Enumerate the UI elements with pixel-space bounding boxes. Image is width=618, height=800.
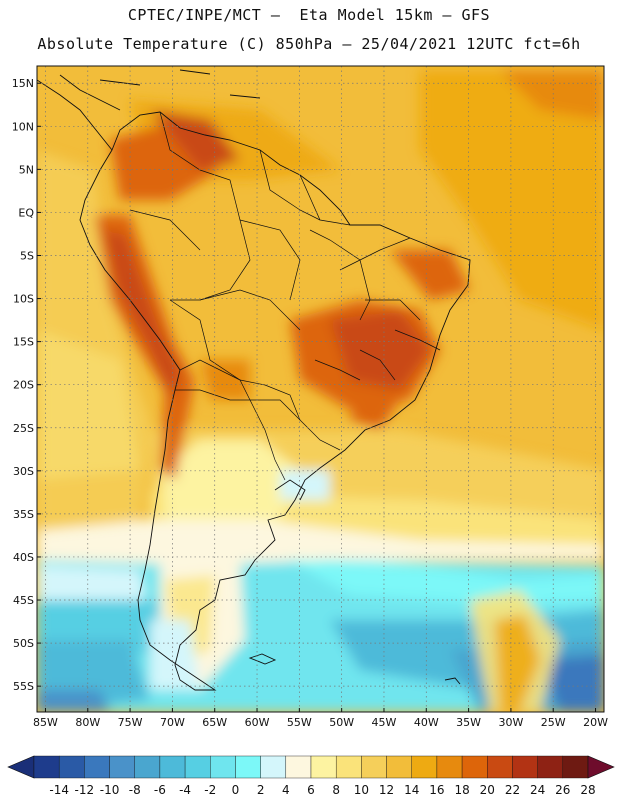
- lat-tick-label: 50S: [13, 637, 34, 650]
- colorbar-swatch: [436, 755, 463, 779]
- colorbar-swatch: [361, 755, 387, 779]
- colorbar-tick-label: 8: [332, 783, 340, 797]
- lon-tick-label: 55W: [287, 716, 312, 729]
- lon-tick-label: 30W: [498, 716, 523, 729]
- colorbar-swatch: [487, 755, 513, 779]
- colorbar-tick-label: 14: [404, 783, 419, 797]
- colorbar-swatch: [512, 755, 538, 779]
- colorbar-tick-label: 2: [257, 783, 265, 797]
- colorbar-swatch: [210, 755, 236, 779]
- colorbar-swatch: [33, 755, 60, 779]
- colorbar-tick-label: 20: [480, 783, 495, 797]
- lat-tick-label: 20S: [13, 379, 34, 392]
- colorbar-tick-label: 6: [307, 783, 315, 797]
- colorbar-swatch: [386, 755, 412, 779]
- colorbar-tick-label: 28: [580, 783, 595, 797]
- map-frame: [36, 65, 605, 713]
- colorbar: -14 -12 -10 -8 -6 -4 -2 0 2 4 6 8 10 12 14 16 18 20 22 24 26…: [7, 755, 615, 797]
- colorbar-tick-label: 18: [454, 783, 469, 797]
- lat-tick-label: 15S: [13, 336, 34, 349]
- national-borders: [129, 111, 441, 481]
- lat-tick-label: 10N: [12, 120, 34, 133]
- colorbar-swatch: [285, 755, 312, 779]
- lon-tick-label: 60W: [245, 716, 270, 729]
- lat-tick-label: 5S: [20, 249, 34, 262]
- lat-tick-label: 35S: [13, 508, 34, 521]
- lat-tick-label: 5N: [19, 163, 34, 176]
- chart-title: CPTEC/INPE/MCT – Eta Model 15km – GFS: [127, 6, 491, 24]
- lat-tick-label: 55S: [13, 680, 34, 693]
- chart-subtitle: Absolute Temperature (C) 850hPa – 25/04/…: [37, 35, 581, 53]
- lon-tick-label: 25W: [541, 716, 566, 729]
- colorbar-swatch: [235, 755, 261, 779]
- colorbar-swatch: [159, 755, 186, 779]
- colorbar-tick-label: 4: [282, 783, 290, 797]
- colorbar-tick-label: -2: [204, 783, 216, 797]
- longitude-labels: 85W 80W 75W 70W 65W 60W 55W 50W 45W 40W 35W 30W 25W 2…: [33, 708, 608, 729]
- lon-tick-label: 50W: [329, 716, 354, 729]
- colorbar-swatch: [562, 755, 589, 779]
- colorbar-tick-label: 26: [555, 783, 570, 797]
- colorbar-swatch: [109, 755, 135, 779]
- lon-tick-label: 35W: [456, 716, 481, 729]
- colorbar-tick-label: -4: [179, 783, 191, 797]
- colorbar-tick-label: 10: [354, 783, 369, 797]
- latitude-labels: 15N 10N 5N EQ 5S 10S 15S 20S 25S 30S 35S 40S 45S 50S 5…: [12, 77, 41, 693]
- colorbar-tick-label: 12: [379, 783, 394, 797]
- lon-tick-label: 20W: [583, 716, 608, 729]
- colorbar-high-arrow: [587, 755, 615, 779]
- colorbar-swatch: [411, 755, 438, 779]
- lon-tick-label: 45W: [372, 716, 397, 729]
- colorbar-swatch: [58, 755, 85, 779]
- colorbar-swatch: [335, 755, 362, 779]
- lat-tick-label: 40S: [13, 551, 34, 564]
- lat-tick-label: 15N: [12, 77, 34, 90]
- colorbar-tick-label: -12: [75, 783, 95, 797]
- colorbar-tick-label: 24: [530, 783, 545, 797]
- lon-tick-label: 75W: [118, 716, 143, 729]
- colorbar-tick-label: -8: [129, 783, 141, 797]
- map-area[interactable]: [37, 66, 604, 712]
- coastlines: [37, 69, 471, 691]
- graticule: [37, 66, 604, 712]
- lon-tick-label: 65W: [202, 716, 227, 729]
- colorbar-low-arrow: [7, 755, 35, 779]
- lon-tick-label: 40W: [414, 716, 439, 729]
- colorbar-tick-label: 0: [232, 783, 240, 797]
- lon-tick-label: 85W: [33, 716, 58, 729]
- colorbar-swatch: [184, 755, 211, 779]
- lon-tick-label: 80W: [75, 716, 100, 729]
- lat-tick-label: EQ: [18, 206, 34, 219]
- colorbar-swatch: [260, 755, 287, 779]
- colorbar-swatch: [461, 755, 488, 779]
- colorbar-tick-label: -6: [154, 783, 166, 797]
- lat-tick-label: 30S: [13, 465, 34, 478]
- lat-tick-label: 10S: [13, 293, 34, 306]
- lat-tick-label: 45S: [13, 594, 34, 607]
- colorbar-swatch: [134, 755, 161, 779]
- colorbar-tick-label: -14: [49, 783, 69, 797]
- colorbar-swatch: [537, 755, 564, 779]
- colorbar-swatch: [310, 755, 337, 779]
- colorbar-swatch: [84, 755, 110, 779]
- colorbar-tick-label: 16: [429, 783, 444, 797]
- colorbar-tick-label: 22: [505, 783, 520, 797]
- lon-tick-label: 70W: [160, 716, 185, 729]
- temperature-field: [37, 70, 604, 712]
- colorbar-tick-label: -10: [100, 783, 120, 797]
- lat-tick-label: 25S: [13, 422, 34, 435]
